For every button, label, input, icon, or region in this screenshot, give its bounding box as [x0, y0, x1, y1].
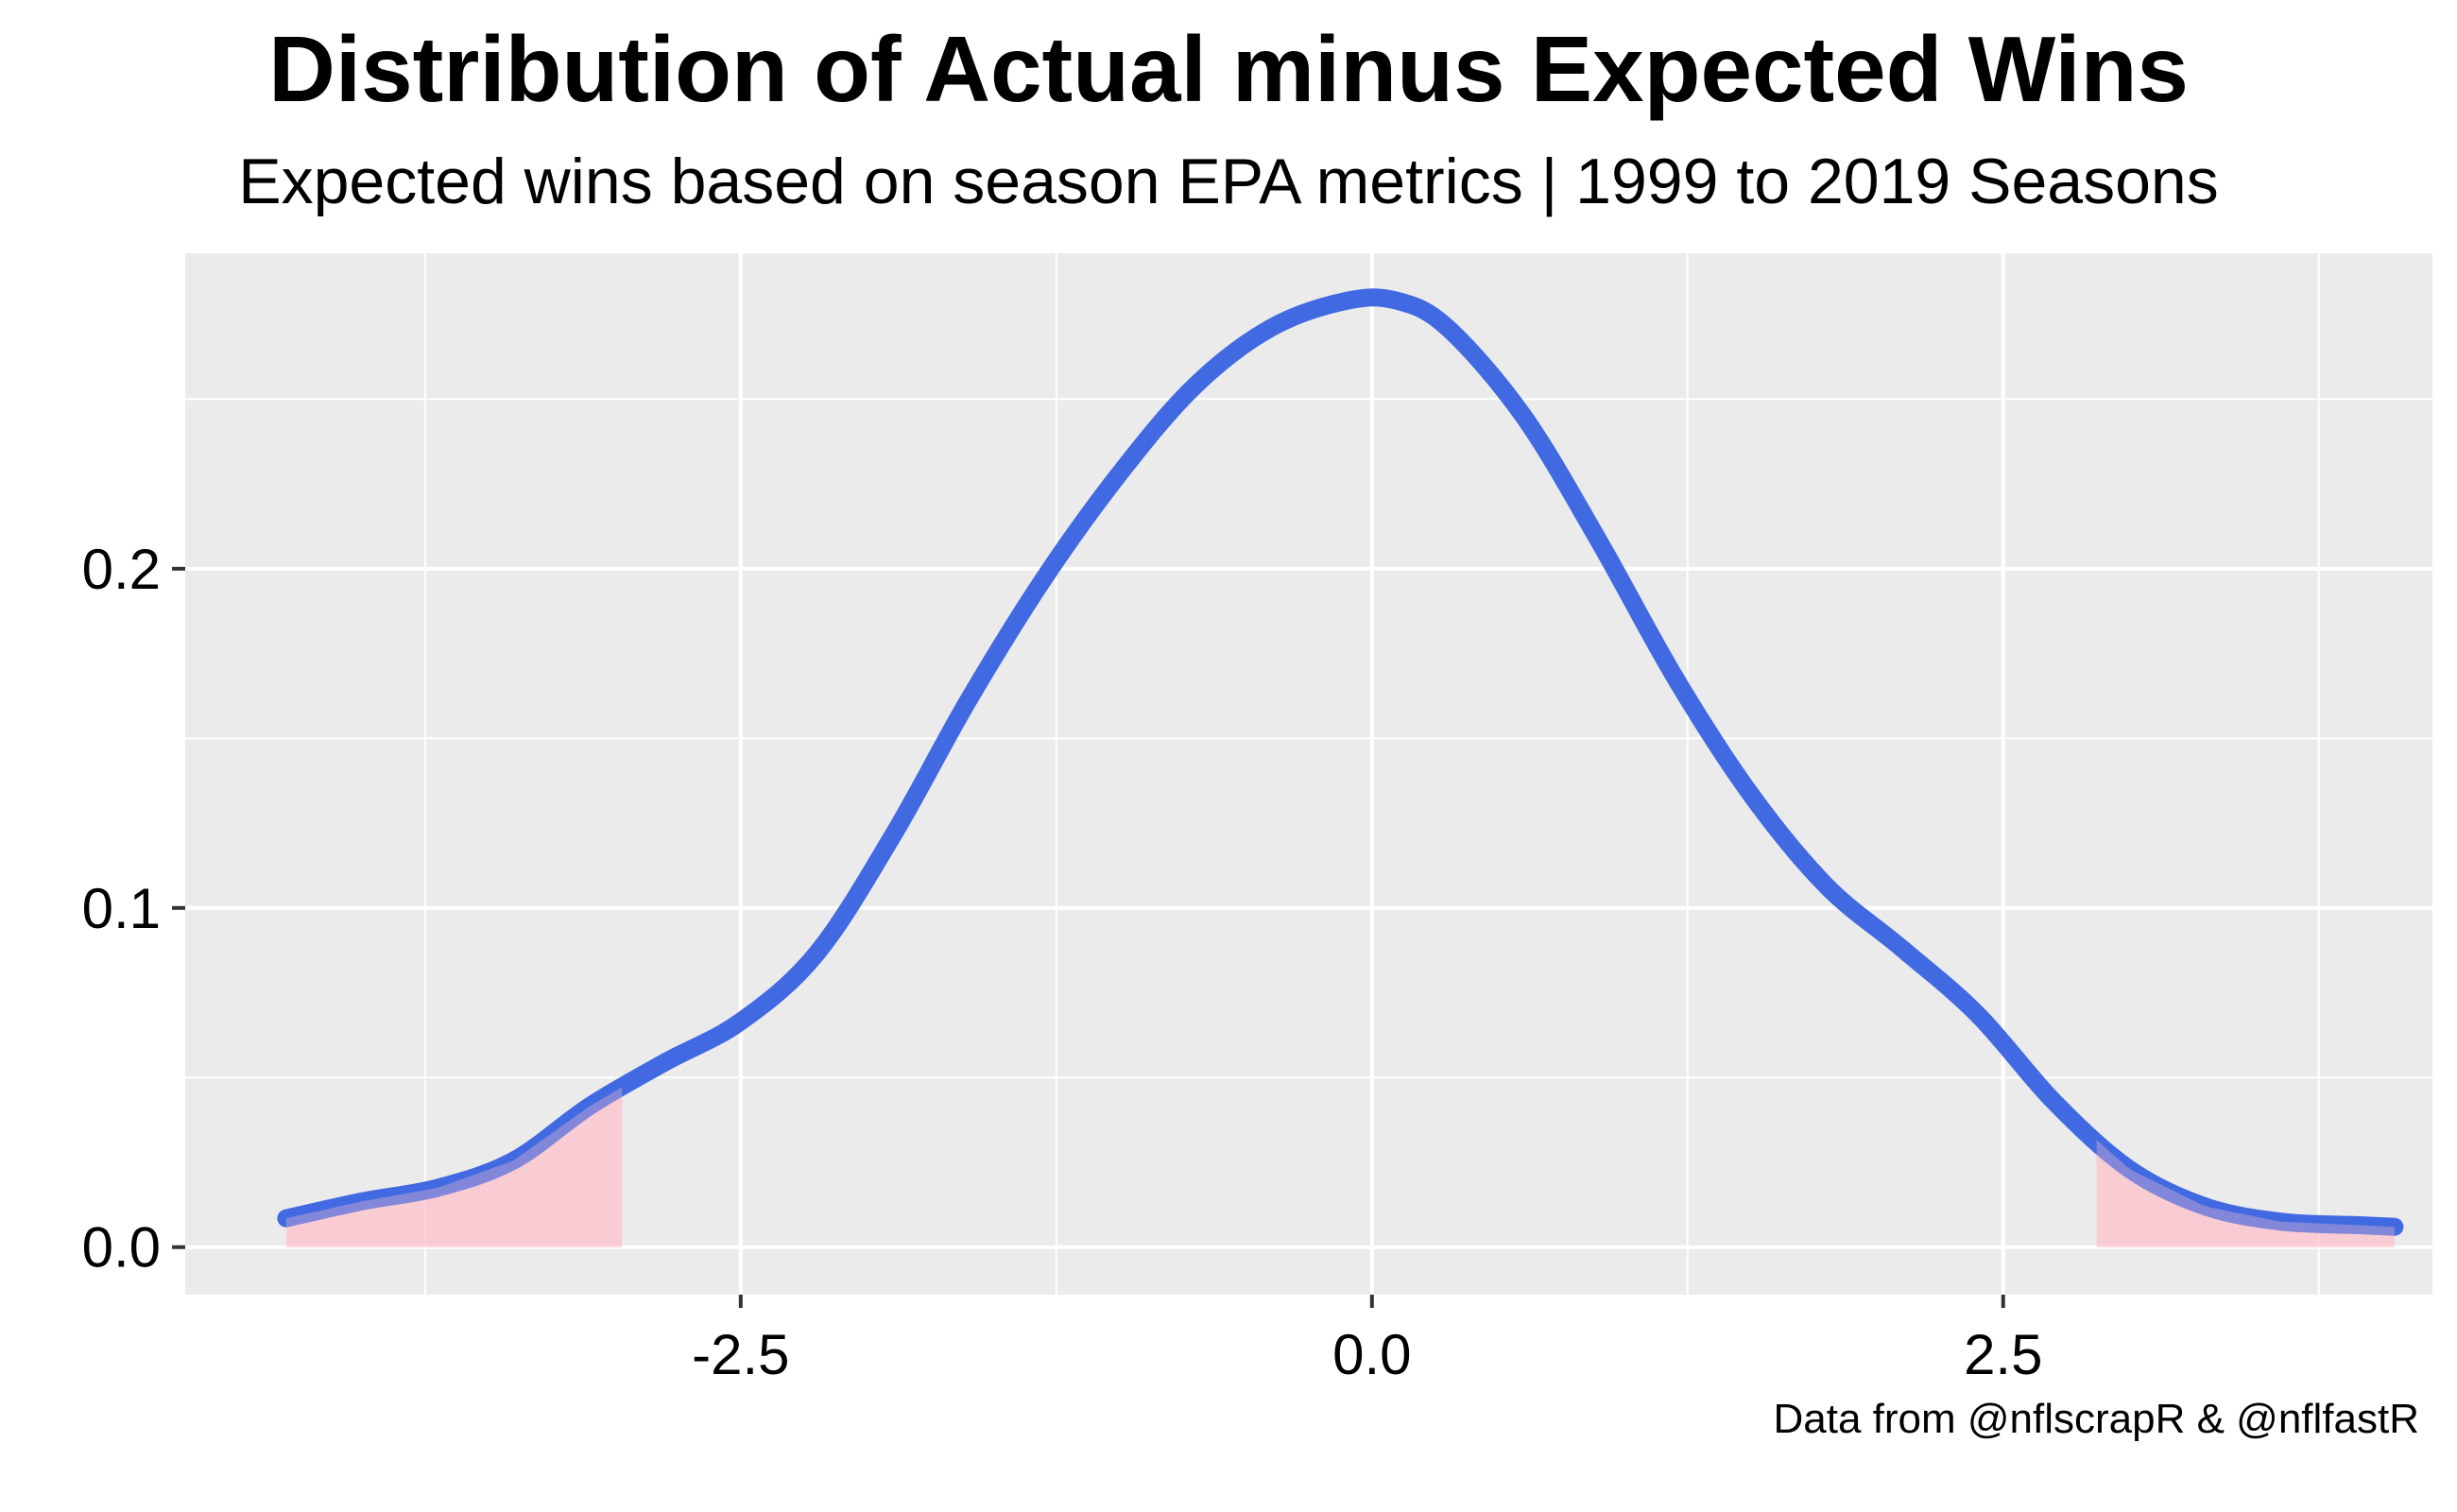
x-tick-label: 0.0 [1332, 1323, 1411, 1386]
chart-title: Distribution of Actual minus Expected Wi… [268, 17, 2189, 121]
x-tick-label: 2.5 [1964, 1323, 2042, 1386]
x-tick-label: -2.5 [692, 1323, 789, 1386]
right-tail-overlay [2096, 1140, 2395, 1247]
chart-subtitle: Expected wins based on season EPA metric… [238, 146, 2219, 217]
y-tick-label: 0.1 [82, 877, 161, 940]
density-line [277, 288, 2404, 1236]
right-tail-area [2096, 1140, 2395, 1247]
left-tail-overlay [285, 1087, 623, 1247]
y-tick-label: 0.2 [82, 538, 161, 601]
y-tick-label: 0.0 [82, 1216, 161, 1280]
chart-caption: Data from @nflscrapR & @nflfastR [1773, 1396, 2419, 1442]
